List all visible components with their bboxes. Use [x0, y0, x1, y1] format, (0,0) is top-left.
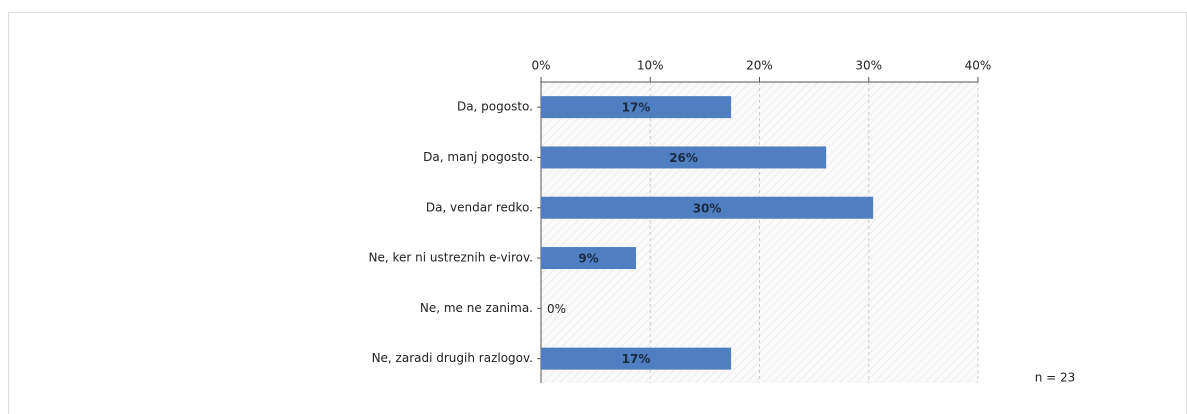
- bar: [541, 347, 732, 370]
- x-tick-label: 10%: [637, 59, 664, 73]
- y-tick-label: Da, vendar redko.: [426, 200, 533, 214]
- bar: [541, 196, 874, 219]
- value-label: 30%: [693, 201, 722, 215]
- x-tick-label: 20%: [746, 59, 773, 73]
- value-label: 17%: [622, 352, 651, 366]
- bar: [541, 146, 827, 169]
- y-tick-label: Ne, zaradi drugih razlogov.: [372, 351, 533, 365]
- bar: [541, 96, 732, 119]
- value-label: 26%: [669, 151, 698, 165]
- y-tick-label: Ne, me ne zanima.: [420, 301, 533, 315]
- x-tick-label: 0%: [531, 59, 550, 73]
- y-tick-label: Ne, ker ni ustreznih e-virov.: [369, 251, 534, 265]
- value-label: 9%: [578, 252, 598, 266]
- y-tick-label: Da, manj pogosto.: [423, 150, 533, 164]
- y-tick-label: Da, pogosto.: [457, 100, 533, 114]
- x-tick-label: 40%: [965, 59, 992, 73]
- bar: [541, 247, 637, 270]
- annotation: n = 23: [1035, 371, 1076, 385]
- value-label: 0%: [547, 302, 566, 316]
- x-tick-label: 30%: [855, 59, 882, 73]
- value-label: 17%: [622, 101, 651, 115]
